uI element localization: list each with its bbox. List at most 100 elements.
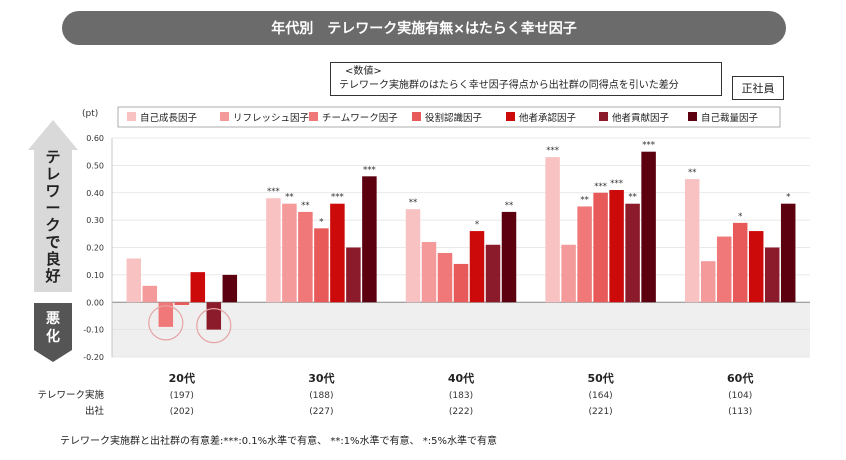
bar	[732, 222, 748, 303]
legend-swatch	[688, 112, 697, 121]
bar	[142, 285, 158, 303]
significance-label: ***	[331, 193, 344, 203]
note-heading: <数値>	[345, 66, 382, 77]
significance-footnote: テレワーク実施群と出社群の有意差:***:0.1%水準で有意、 **:1%水準で…	[60, 436, 497, 447]
significance-label: *	[738, 212, 742, 222]
bar	[700, 261, 716, 303]
bar	[158, 302, 174, 327]
n-telework: (183)	[449, 391, 473, 401]
legend-label: 自己裁量因子	[701, 112, 759, 124]
y-tick-label: 0.30	[86, 216, 104, 225]
bar	[641, 151, 656, 303]
significance-label: **	[505, 201, 514, 211]
positive-side-char: ー	[45, 199, 60, 217]
highlight-circle	[196, 308, 232, 344]
n-telework: (197)	[170, 391, 194, 401]
legend-swatch	[127, 112, 136, 121]
significance-label: **	[301, 201, 310, 211]
bar	[174, 302, 190, 305]
chart-title: 年代別 テレワーク実施有無×はたらく幸せ因子	[271, 21, 577, 37]
bar	[206, 302, 222, 330]
positive-arrow	[28, 120, 78, 292]
bar	[764, 247, 780, 303]
negative-side-char: 化	[46, 328, 60, 345]
bar	[748, 231, 764, 303]
legend-swatch	[599, 112, 608, 121]
bar	[545, 157, 560, 303]
row-label-office: 出社	[85, 405, 105, 417]
n-telework: (164)	[588, 391, 612, 401]
positive-side-char: 好	[44, 267, 60, 285]
y-tick-label: 0.60	[86, 134, 104, 143]
significance-label: ***	[610, 179, 623, 189]
bar	[282, 203, 297, 303]
bar	[190, 272, 206, 303]
bar	[561, 244, 576, 303]
y-tick-label: 0.50	[86, 161, 104, 170]
y-unit-label: (pt)	[82, 109, 98, 119]
bar	[437, 252, 453, 303]
note-text: テレワーク実施群のはたらく幸せ因子得点から出社群の同得点を引いた差分	[339, 80, 679, 91]
significance-label: *	[786, 193, 790, 203]
n-telework: (188)	[309, 391, 333, 401]
bar	[577, 206, 592, 303]
legend-box	[117, 106, 781, 128]
legend-swatch	[220, 112, 229, 121]
y-tick-label: 0.20	[86, 244, 104, 253]
category-label: 20代	[169, 371, 195, 385]
n-office: (202)	[170, 407, 194, 417]
legend-label: リフレッシュ因子	[233, 113, 310, 124]
positive-side-char: 良	[45, 250, 60, 268]
negative-arrow	[34, 303, 72, 362]
significance-label: **	[409, 198, 418, 208]
bar	[453, 263, 469, 303]
bar	[330, 203, 345, 303]
bar	[609, 190, 624, 303]
legend-label: 他者貢献因子	[612, 112, 670, 124]
significance-label: ***	[363, 165, 376, 175]
significance-label: **	[580, 195, 589, 205]
legend-label: 他者承認因子	[519, 112, 577, 124]
y-tick-label: 0.40	[86, 189, 104, 198]
legend-label: 役割認識因子	[425, 112, 483, 124]
y-tick-label: -0.20	[83, 353, 104, 362]
chart-title-bar: 年代別 テレワーク実施有無×はたらく幸せ因子	[62, 11, 786, 45]
category-label: 50代	[587, 371, 613, 385]
employee-type-label: 正社員	[741, 82, 775, 95]
legend-label: チームワーク因子	[322, 113, 398, 124]
significance-label: **	[688, 168, 697, 178]
bar	[222, 274, 238, 303]
category-label: 40代	[448, 371, 474, 385]
significance-label: ***	[642, 141, 655, 151]
n-office: (222)	[449, 407, 473, 417]
significance-label: **	[628, 193, 637, 203]
n-office: (227)	[309, 407, 333, 417]
bar	[298, 211, 313, 303]
bar	[780, 203, 796, 303]
bar	[684, 179, 700, 303]
legend-swatch	[506, 112, 515, 121]
bar	[266, 198, 281, 303]
significance-label: ***	[594, 182, 607, 192]
significance-label: *	[475, 220, 479, 230]
bar	[346, 247, 361, 303]
category-label: 60代	[727, 371, 753, 385]
bar	[716, 236, 732, 303]
bar	[126, 258, 142, 303]
legend-swatch	[309, 112, 318, 121]
bar	[469, 231, 485, 303]
bar	[421, 242, 437, 303]
negative-side-char: 悪	[46, 311, 60, 327]
positive-side-char: ク	[45, 216, 60, 234]
y-tick-label: 0.10	[86, 271, 104, 280]
highlight-circle	[148, 305, 184, 341]
n-office: (221)	[588, 407, 612, 417]
bar	[625, 203, 640, 303]
significance-label: *	[319, 217, 323, 227]
positive-side-char: で	[45, 233, 60, 251]
significance-label: ***	[546, 146, 559, 156]
bar	[501, 211, 517, 303]
note-box: <数値> テレワーク実施群のはたらく幸せ因子得点から出社群の同得点を引いた差分	[330, 62, 722, 96]
category-label: 30代	[308, 371, 334, 385]
